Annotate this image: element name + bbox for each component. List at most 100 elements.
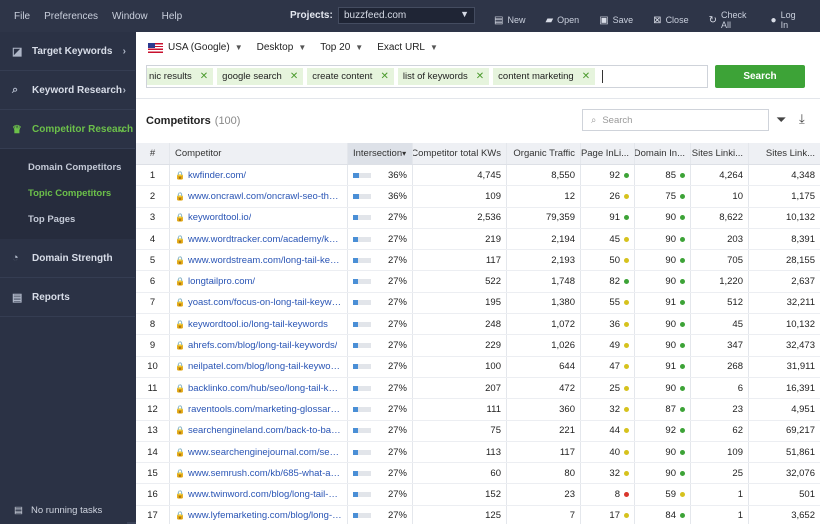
domain-inlinks-cell: 90 <box>635 463 691 484</box>
row-number: 1 <box>136 165 170 186</box>
table-row[interactable]: 17🔒www.lyfemarketing.com/blog/long-tail-… <box>136 505 820 524</box>
competitor-link[interactable]: www.wordstream.com/long-tail-keywords <box>187 254 342 266</box>
login-button[interactable]: ● Log In <box>771 10 800 30</box>
open-label: Open <box>557 15 580 25</box>
table-row[interactable]: 12🔒raventools.com/marketing-glossary/lon… <box>136 399 820 421</box>
keyword-chip[interactable]: content marketing ✕ <box>493 68 596 85</box>
table-row[interactable]: 4🔒www.wordtracker.com/academy/keywor...2… <box>136 228 820 251</box>
row-number: 14 <box>136 441 170 463</box>
table-row[interactable]: 6 🔒 longtailpro.com/27% 522 1,748 82 90 1,220 2,… <box>136 271 820 293</box>
remove-keyword-icon[interactable]: ✕ <box>475 71 485 82</box>
col-number-header[interactable]: # <box>136 143 170 164</box>
competitor-link[interactable]: searchengineland.com/back-to-basics-w... <box>187 425 342 437</box>
table-row[interactable]: 5🔒www.wordstream.com/long-tail-keywords2… <box>136 250 820 272</box>
sites-linking-domain-cell: 10,132 <box>785 318 815 330</box>
status-dot <box>680 513 685 519</box>
table-row[interactable]: 7 🔒 yoast.com/focus-on-long-tail-keywords/… <box>136 292 820 315</box>
sidebar-item-domain-strength[interactable]: ◔ Domain Strength <box>0 239 135 278</box>
col-intersection-header[interactable]: Intersection ▾ <box>348 143 413 164</box>
menu-help[interactable]: Help <box>161 10 183 22</box>
new-button[interactable]: ▤ New <box>494 10 525 30</box>
lock-icon: 🔒 <box>175 234 185 244</box>
sidebar-item-competitor-research[interactable]: ♛ Competitor Research ⌄ <box>0 110 135 149</box>
remove-keyword-icon[interactable]: ✕ <box>289 71 299 82</box>
competitor-link[interactable]: www.oncrawl.com/oncrawl-seo-thought... <box>187 190 342 202</box>
competitor-link[interactable]: ahrefs.com/blog/long-tail-keywords/ <box>187 340 338 352</box>
remove-keyword-icon[interactable]: ✕ <box>581 71 591 82</box>
device-select[interactable]: Desktop ▼ <box>257 42 307 53</box>
table-row[interactable]: 8 🔒 keywordtool.io/long-tail-keywords 27% 24… <box>136 314 820 336</box>
table-row[interactable]: 9 🔒 ahrefs.com/blog/long-tail-keywords/27%… <box>136 335 820 357</box>
keyword-chip[interactable]: create content ✕ <box>307 68 394 85</box>
table-row[interactable]: 11🔒backlinko.com/hub/seo/long-tail-keywo… <box>136 377 820 400</box>
col-organic-traffic-header[interactable]: Organic Traffic <box>507 143 581 164</box>
match-type-select[interactable]: Exact URL ▼ <box>377 42 438 53</box>
export-icon[interactable]: ⤓ <box>799 111 805 126</box>
table-row[interactable]: 3 🔒 keywordtool.io/27% 2,536 79,359 91 90 8,622… <box>136 207 820 229</box>
competitor-link[interactable]: raventools.com/marketing-glossary/long-.… <box>187 403 342 415</box>
open-button[interactable]: ▰ Open <box>545 10 579 30</box>
table-row[interactable]: 13🔒searchengineland.com/back-to-basics-w… <box>136 420 820 442</box>
table-row[interactable]: 1 🔒 kwfinder.com/36% 4,745 8,550 92 85 4,264 4,3… <box>136 165 820 187</box>
search-button[interactable]: Search <box>715 65 805 88</box>
sidebar-subitem-domain-competitors[interactable]: Domain Competitors <box>28 162 122 173</box>
page-inlinks-cell: 36 <box>581 314 635 335</box>
keyword-chip[interactable]: google search ✕ <box>217 68 304 85</box>
keyword-chip[interactable]: nic results ✕ <box>147 68 214 85</box>
competitor-link[interactable]: yoast.com/focus-on-long-tail-keywords/ <box>187 297 342 309</box>
competitor-link[interactable]: www.lyfemarketing.com/blog/long-tail-ke.… <box>187 510 342 522</box>
menu-file[interactable]: File <box>14 10 31 22</box>
table-row[interactable]: 15🔒www.semrush.com/kb/685-what-are-lon..… <box>136 463 820 485</box>
competitor-cell: 🔒www.oncrawl.com/oncrawl-seo-thought... <box>170 186 348 207</box>
competitor-link[interactable]: www.wordtracker.com/academy/keywor... <box>187 233 342 245</box>
competitor-link[interactable]: www.searchenginejournal.com/seo-long... <box>187 446 342 458</box>
menu-preferences[interactable]: Preferences <box>44 10 99 22</box>
check-all-button[interactable]: ↻ Check All <box>709 10 751 30</box>
sidebar-subitem-top-pages[interactable]: Top Pages <box>28 214 76 225</box>
col-total-kws-header[interactable]: Competitor total KWs <box>413 143 507 164</box>
table-row[interactable]: 10🔒neilpatel.com/blog/long-tail-keywords… <box>136 356 820 378</box>
table-row[interactable]: 2🔒www.oncrawl.com/oncrawl-seo-thought...… <box>136 186 820 208</box>
remove-keyword-icon[interactable]: ✕ <box>199 71 209 82</box>
menu-window[interactable]: Window <box>112 10 148 22</box>
close-button[interactable]: ⊠ Close <box>653 10 688 30</box>
table-search-input[interactable]: ⌕ Search <box>582 109 769 131</box>
project-select[interactable]: buzzfeed.com ▼ <box>338 7 475 24</box>
save-button[interactable]: ▣ Save <box>599 10 633 30</box>
domain-inlinks-cell: 92 <box>635 420 691 441</box>
competitor-link[interactable]: kwfinder.com/ <box>187 169 247 181</box>
main-panel: USA (Google) ▼ Desktop ▼ Top 20 ▼ Exact … <box>136 32 820 524</box>
total-kws-cell: 100 <box>413 356 507 377</box>
organic-traffic-cell: 472 <box>507 377 581 399</box>
domain-inlinks-value: 90 <box>665 340 676 352</box>
competitor-link[interactable]: www.semrush.com/kb/685-what-are-lon... <box>187 467 342 479</box>
col-sites-linking-domain-header[interactable]: Sites Link... <box>749 143 820 164</box>
col-competitor-header[interactable]: Competitor <box>170 143 348 164</box>
col-domain-inlinks-header[interactable]: Domain In... <box>635 143 691 164</box>
sidebar-collapse-button[interactable]: ‹ <box>127 522 136 524</box>
top-results-select[interactable]: Top 20 ▼ <box>320 42 363 53</box>
column-header-label: Domain In... <box>635 148 685 159</box>
remove-keyword-icon[interactable]: ✕ <box>380 71 389 82</box>
table-row[interactable]: 16🔒www.twinword.com/blog/long-tail-short… <box>136 484 820 506</box>
keywords-input[interactable]: nic results ✕ google search ✕ create content… <box>146 65 708 88</box>
sidebar-item-reports[interactable]: ▤ Reports <box>0 278 135 317</box>
competitor-link[interactable]: neilpatel.com/blog/long-tail-keywords-se… <box>187 361 342 373</box>
competitor-link[interactable]: keywordtool.io/long-tail-keywords <box>187 318 328 330</box>
col-sites-linking-page-header[interactable]: Sites Linki... <box>691 143 749 164</box>
competitor-link[interactable]: backlinko.com/hub/seo/long-tail-keywords <box>187 382 342 394</box>
domain-inlinks-cell: 87 <box>635 399 691 420</box>
country-select[interactable]: USA (Google) ▼ <box>148 42 243 53</box>
domain-inlinks-value: 90 <box>665 318 676 330</box>
competitor-link[interactable]: keywordtool.io/ <box>187 212 252 224</box>
competitor-link[interactable]: www.twinword.com/blog/long-tail-short-t.… <box>187 489 342 501</box>
competitor-link[interactable]: longtailpro.com/ <box>187 276 256 288</box>
col-page-inlinks-header[interactable]: Page InLi... <box>581 143 635 164</box>
table-row[interactable]: 14🔒www.searchenginejournal.com/seo-long.… <box>136 441 820 464</box>
filter-icon[interactable]: ⏷ <box>776 112 787 127</box>
keyword-chip[interactable]: list of keywords ✕ <box>397 68 490 85</box>
running-tasks-status[interactable]: ▤ No running tasks <box>0 496 135 524</box>
sidebar-item-keyword-research[interactable]: ⌕ Keyword Research › <box>0 71 135 110</box>
sidebar-subitem-topic-competitors[interactable]: Topic Competitors <box>28 188 112 199</box>
sidebar-item-target-keywords[interactable]: ◪ Target Keywords › <box>0 32 135 71</box>
